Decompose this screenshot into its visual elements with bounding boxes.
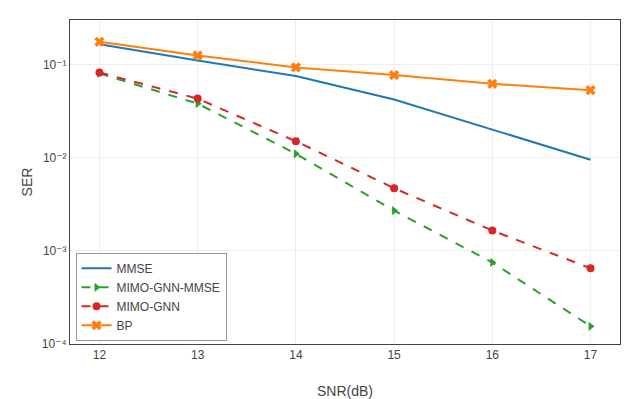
svg-text:15: 15 (387, 348, 401, 362)
svg-text:MIMO-GNN: MIMO-GNN (117, 300, 180, 314)
svg-text:17: 17 (584, 348, 598, 362)
svg-text:MMSE: MMSE (117, 262, 153, 276)
svg-text:13: 13 (191, 348, 205, 362)
svg-text:BP: BP (117, 319, 133, 333)
svg-text:SER: SER (19, 168, 35, 197)
svg-text:16: 16 (486, 348, 500, 362)
svg-text:MIMO-GNN-MMSE: MIMO-GNN-MMSE (117, 281, 220, 295)
svg-text:10⁻²: 10⁻² (43, 151, 67, 165)
svg-text:12: 12 (93, 348, 107, 362)
svg-text:14: 14 (289, 348, 303, 362)
svg-text:10⁻⁴: 10⁻⁴ (42, 337, 67, 351)
svg-text:10⁻¹: 10⁻¹ (43, 58, 67, 72)
svg-text:10⁻³: 10⁻³ (43, 244, 67, 258)
svg-text:SNR(dB): SNR(dB) (317, 383, 373, 399)
